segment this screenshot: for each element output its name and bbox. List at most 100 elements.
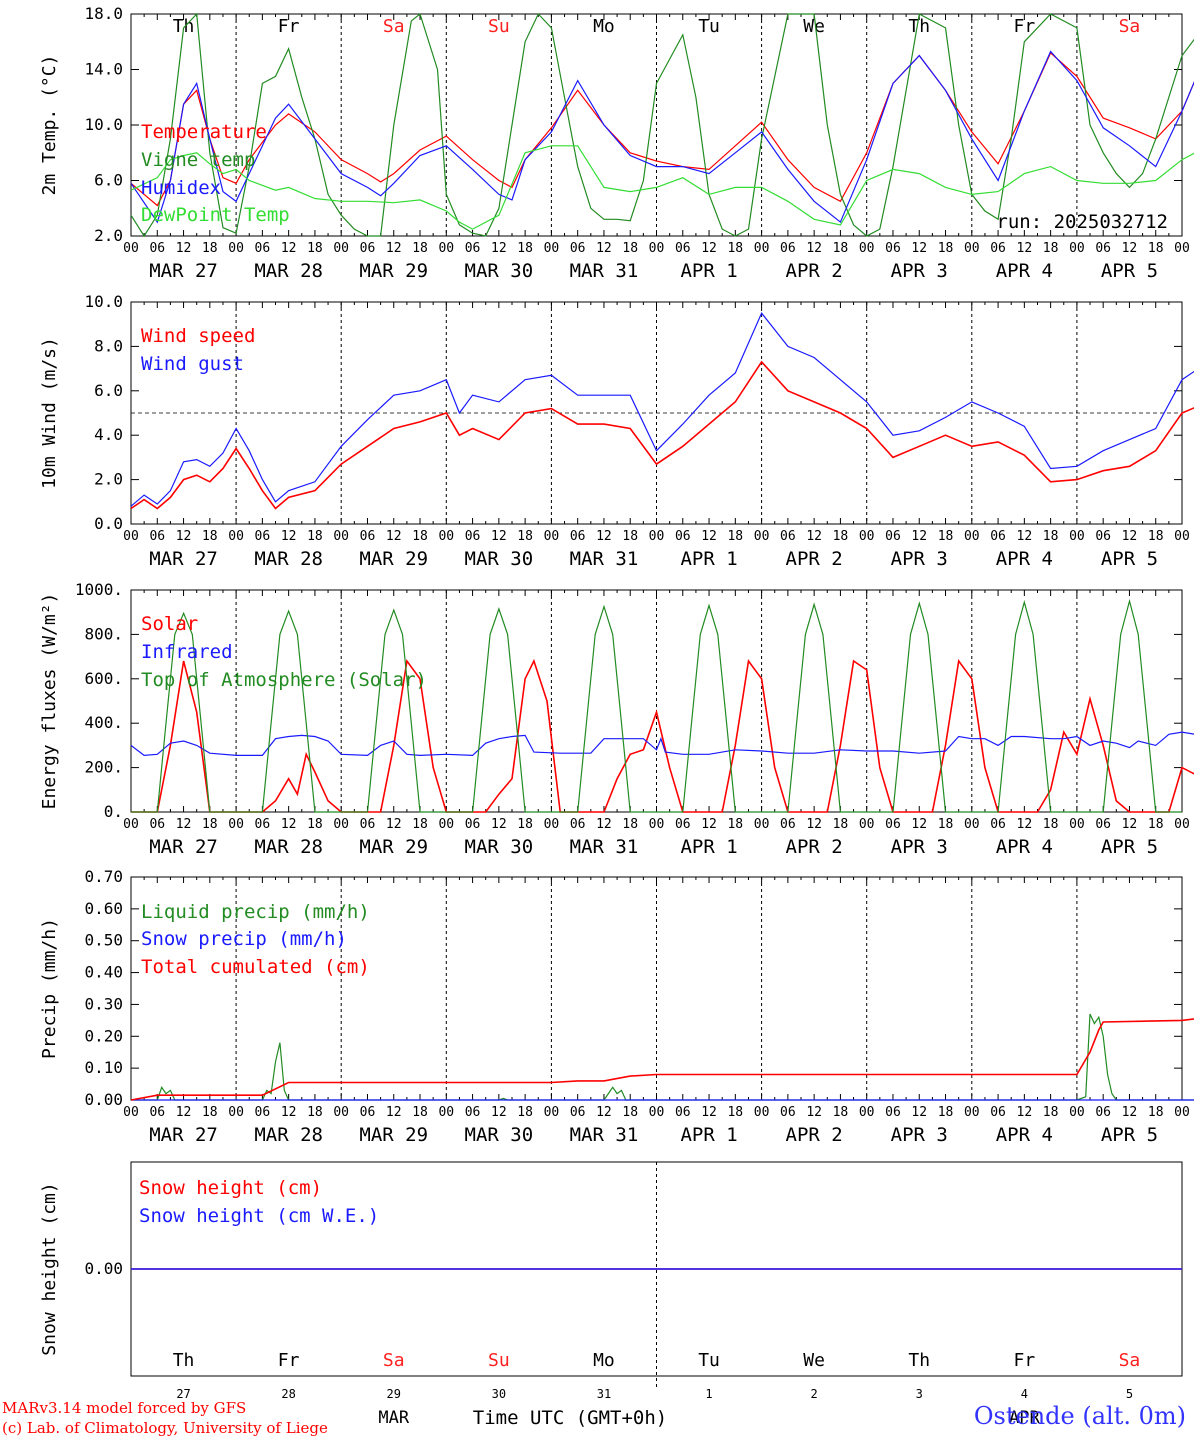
x-hour-label: 18 xyxy=(727,241,743,256)
x-date-label: APR 3 xyxy=(891,548,948,570)
legend-entry: Temperature xyxy=(141,121,267,143)
y-axis-label: Precip (mm/h) xyxy=(39,918,60,1059)
x-date-label: APR 1 xyxy=(680,260,737,282)
x-hour-label: 06 xyxy=(1095,817,1111,832)
y-tick-label: 0.10 xyxy=(84,1058,123,1077)
legend-entry: DewPoint Temp xyxy=(141,204,290,226)
series-line xyxy=(131,598,1182,813)
x-hour-label: 18 xyxy=(622,817,638,832)
legend-entry: Snow precip (mm/h) xyxy=(141,928,347,950)
x-hour-label: 18 xyxy=(307,241,323,256)
x-hour-label: 18 xyxy=(727,529,743,544)
legend-entry: Wind gust xyxy=(141,353,244,375)
x-hour-label: 18 xyxy=(202,529,218,544)
weekday-label: Th xyxy=(908,1350,930,1371)
x-hour-label: 00 xyxy=(1069,1105,1085,1120)
x-date-label: APR 1 xyxy=(680,1124,737,1146)
x-hour-label: 12 xyxy=(701,529,717,544)
x-date-label: APR 4 xyxy=(996,548,1053,570)
x-hour-label: 06 xyxy=(885,241,901,256)
legend-entry: Liquid precip (mm/h) xyxy=(141,901,370,923)
x-hour-label: 06 xyxy=(149,1105,165,1120)
y-tick-label: 0.40 xyxy=(84,963,123,982)
weekday-label: Th xyxy=(908,16,930,37)
x-date-label: MAR 31 xyxy=(570,1124,639,1146)
x-hour-label: 06 xyxy=(465,529,481,544)
x-hour-label: 06 xyxy=(465,241,481,256)
weekday-label: We xyxy=(803,16,825,37)
x-date-label: APR 1 xyxy=(680,548,737,570)
x-hour-label: 00 xyxy=(754,1105,770,1120)
x-hour-label: 18 xyxy=(1148,817,1164,832)
day-number-label: 5 xyxy=(1126,1387,1133,1401)
x-hour-label: 18 xyxy=(1148,241,1164,256)
x-hour-label: 00 xyxy=(228,1105,244,1120)
x-hour-label: 12 xyxy=(281,241,297,256)
x-hour-label: 12 xyxy=(596,241,612,256)
legend-entry: Solar xyxy=(141,613,198,635)
x-hour-label: 12 xyxy=(491,817,507,832)
x-date-label: MAR 29 xyxy=(359,260,428,282)
x-hour-label: 18 xyxy=(1043,529,1059,544)
x-hour-label: 00 xyxy=(1069,817,1085,832)
series-line xyxy=(130,731,1194,757)
day-number-label: 30 xyxy=(492,1387,506,1401)
x-date-label: APR 1 xyxy=(680,836,737,858)
x-hour-label: 06 xyxy=(990,1105,1006,1120)
panel-wind: 10.0 8.0 6.0 4.0 2.0 0.0 10m Wind (m/s) 00 06 12 1… xyxy=(39,292,1194,570)
x-hour-label: 18 xyxy=(307,1105,323,1120)
x-hour-label: 18 xyxy=(1043,1105,1059,1120)
series-line xyxy=(130,311,1194,507)
x-hour-label: 12 xyxy=(596,1105,612,1120)
x-hour-label: 12 xyxy=(491,241,507,256)
panel-temp: 18.0 14.0 10.0 6.0 2.0 2m Temp. (°C) 00 06 12 18 0… xyxy=(39,4,1194,282)
x-hour-label: 00 xyxy=(859,1105,875,1120)
x-hour-label: 18 xyxy=(1043,817,1059,832)
y-tick-label: 400. xyxy=(84,713,123,732)
x-date-label: APR 2 xyxy=(786,1124,843,1146)
x-hour-label: 00 xyxy=(544,817,560,832)
x-date-label: MAR 28 xyxy=(254,260,323,282)
y-tick-label: 0.60 xyxy=(84,899,123,918)
x-hour-label: 06 xyxy=(360,817,376,832)
legend-entry: Top of Atmosphere (Solar) xyxy=(141,669,427,691)
x-hour-label: 06 xyxy=(255,241,271,256)
x-hour-label: 18 xyxy=(307,529,323,544)
x-hour-label: 12 xyxy=(491,529,507,544)
x-hour-label: 06 xyxy=(990,817,1006,832)
x-hour-label: 18 xyxy=(727,1105,743,1120)
x-date-label: MAR 30 xyxy=(465,836,534,858)
legend-entry: Snow height (cm W.E.) xyxy=(139,1205,379,1227)
x-hour-label: 12 xyxy=(1122,817,1138,832)
x-hour-label: 12 xyxy=(386,241,402,256)
x-hour-label: 00 xyxy=(964,529,980,544)
y-tick-label: 0.00 xyxy=(84,1259,123,1278)
x-hour-label: 12 xyxy=(1017,241,1033,256)
x-hour-label: 06 xyxy=(675,817,691,832)
x-hour-label: 00 xyxy=(1174,1105,1190,1120)
x-hour-label: 06 xyxy=(360,1105,376,1120)
x-hour-label: 00 xyxy=(438,529,454,544)
x-hour-label: 18 xyxy=(1148,1105,1164,1120)
x-hour-label: 18 xyxy=(1043,241,1059,256)
month-label: APR xyxy=(1009,1408,1040,1428)
x-hour-label: 18 xyxy=(517,817,533,832)
y-tick-label: 0.0 xyxy=(94,514,123,533)
x-hour-label: 18 xyxy=(412,817,428,832)
y-axis-label: Energy fluxes (W/m²) xyxy=(39,593,60,810)
x-hour-label: 00 xyxy=(1174,241,1190,256)
series-line xyxy=(130,12,1194,238)
y-tick-label: 0.20 xyxy=(84,1026,123,1045)
x-hour-label: 12 xyxy=(911,1105,927,1120)
x-hour-label: 12 xyxy=(701,817,717,832)
x-hour-label: 12 xyxy=(491,1105,507,1120)
x-hour-label: 00 xyxy=(228,529,244,544)
y-tick-label: 2.0 xyxy=(94,470,123,489)
x-hour-label: 06 xyxy=(885,529,901,544)
x-date-label: MAR 27 xyxy=(149,260,218,282)
x-hour-label: 06 xyxy=(570,817,586,832)
x-date-label: MAR 31 xyxy=(570,548,639,570)
x-hour-label: 00 xyxy=(228,241,244,256)
y-tick-label: 6.0 xyxy=(94,171,123,190)
